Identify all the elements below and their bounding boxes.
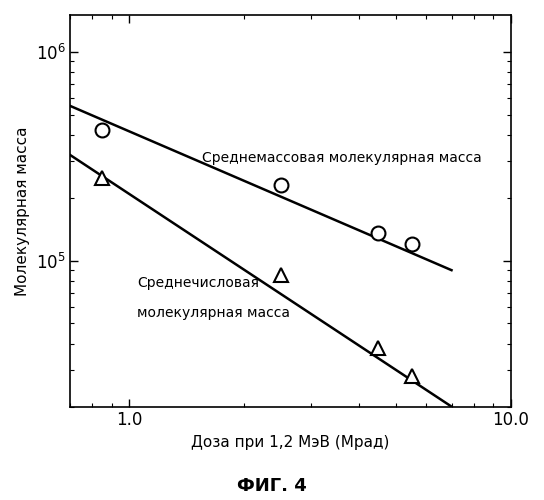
Text: Среднечисловая: Среднечисловая	[138, 276, 259, 290]
Text: ФИГ. 4: ФИГ. 4	[237, 477, 307, 495]
Text: молекулярная масса: молекулярная масса	[138, 306, 290, 320]
X-axis label: Доза при 1,2 МэВ (Мрад): Доза при 1,2 МэВ (Мрад)	[191, 435, 390, 450]
Text: Среднемассовая молекулярная масса: Среднемассовая молекулярная масса	[202, 151, 481, 165]
Y-axis label: Молекулярная масса: Молекулярная масса	[15, 126, 30, 296]
